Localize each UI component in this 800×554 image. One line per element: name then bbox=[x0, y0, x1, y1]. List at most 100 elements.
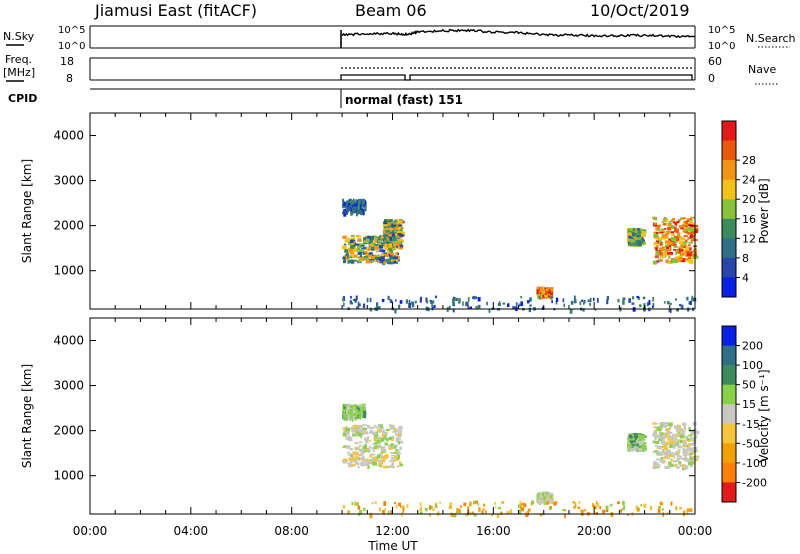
ytick-label: 2000 bbox=[53, 219, 84, 233]
data-cell bbox=[684, 455, 687, 459]
data-cell bbox=[594, 505, 597, 509]
data-cell bbox=[683, 440, 687, 442]
data-cell bbox=[342, 458, 347, 461]
data-cell bbox=[658, 505, 661, 509]
data-cell bbox=[382, 242, 387, 244]
data-cell bbox=[536, 493, 539, 499]
data-cell bbox=[385, 244, 388, 248]
data-cell bbox=[689, 508, 693, 512]
data-cell bbox=[583, 509, 587, 512]
data-cell bbox=[657, 508, 661, 513]
data-cell bbox=[352, 404, 355, 410]
data-cell bbox=[682, 241, 687, 245]
data-cell bbox=[500, 511, 503, 515]
date-label: 10/Oct/2019 bbox=[590, 1, 690, 20]
data-cell bbox=[523, 503, 527, 508]
data-cell bbox=[671, 225, 674, 230]
data-cell bbox=[655, 247, 658, 252]
data-cell bbox=[599, 506, 602, 509]
data-cell bbox=[666, 247, 672, 251]
data-cell bbox=[376, 440, 381, 444]
data-cell bbox=[377, 260, 381, 263]
data-cell bbox=[395, 240, 400, 245]
data-cell bbox=[679, 248, 684, 252]
data-cell bbox=[631, 434, 636, 437]
data-cell bbox=[376, 254, 380, 257]
data-cell bbox=[688, 453, 692, 456]
data-cell bbox=[383, 261, 387, 265]
data-cell bbox=[399, 461, 402, 465]
data-cell bbox=[360, 244, 365, 247]
data-cell bbox=[670, 463, 674, 467]
freq-tick-low: 8 bbox=[66, 72, 73, 85]
data-cell bbox=[690, 461, 694, 465]
data-cell bbox=[463, 502, 467, 506]
data-cell bbox=[359, 429, 363, 432]
data-cell bbox=[382, 224, 388, 227]
data-cell bbox=[638, 447, 643, 452]
data-cell bbox=[680, 243, 683, 246]
data-cell bbox=[456, 508, 460, 513]
data-cell bbox=[358, 252, 363, 255]
data-cell bbox=[368, 447, 371, 452]
data-cell bbox=[402, 505, 405, 511]
data-cell bbox=[400, 231, 405, 235]
data-cell bbox=[387, 261, 392, 265]
data-cell bbox=[636, 232, 640, 236]
data-cell bbox=[347, 510, 350, 515]
data-cell bbox=[658, 249, 662, 253]
data-cell bbox=[390, 510, 393, 514]
data-cell bbox=[383, 501, 387, 506]
data-cell bbox=[366, 458, 370, 462]
data-cell bbox=[659, 252, 663, 256]
data-cell bbox=[460, 505, 462, 508]
data-cell bbox=[652, 432, 657, 436]
data-cell bbox=[676, 220, 680, 224]
data-cell bbox=[449, 505, 453, 509]
data-cell bbox=[369, 297, 372, 303]
data-cell bbox=[692, 228, 695, 231]
data-cell bbox=[653, 216, 658, 221]
data-cell bbox=[469, 511, 472, 515]
data-cell bbox=[371, 431, 377, 436]
data-cell bbox=[357, 209, 361, 215]
data-cell bbox=[347, 435, 351, 438]
data-cell bbox=[384, 507, 386, 511]
data-cell bbox=[385, 259, 390, 263]
data-cell bbox=[346, 410, 349, 416]
data-cell bbox=[546, 287, 549, 292]
data-cell bbox=[678, 224, 684, 229]
data-cell bbox=[347, 247, 352, 250]
data-cell bbox=[546, 501, 549, 505]
data-cell bbox=[637, 229, 641, 234]
data-cell bbox=[673, 440, 678, 443]
data-cell bbox=[579, 301, 582, 306]
data-cell bbox=[665, 441, 671, 445]
data-cell bbox=[435, 502, 437, 507]
data-cell bbox=[371, 456, 375, 461]
data-cell bbox=[378, 509, 381, 511]
data-cell bbox=[656, 450, 659, 453]
data-cell bbox=[342, 427, 346, 430]
data-cell bbox=[398, 225, 403, 228]
data-cell bbox=[465, 513, 468, 517]
data-cell bbox=[380, 461, 384, 465]
data-cell bbox=[352, 255, 355, 259]
data-cell bbox=[357, 301, 360, 307]
data-cell bbox=[363, 200, 367, 204]
data-cell bbox=[355, 295, 358, 301]
data-cell bbox=[658, 438, 663, 441]
data-cell bbox=[528, 307, 531, 313]
data-cell bbox=[666, 428, 670, 433]
data-cell bbox=[515, 302, 518, 307]
data-cell bbox=[679, 464, 682, 467]
data-cell bbox=[439, 501, 442, 504]
data-cell bbox=[395, 437, 399, 441]
data-cell bbox=[676, 466, 680, 469]
data-cell bbox=[482, 508, 485, 511]
data-cell bbox=[679, 506, 682, 510]
data-cell bbox=[617, 501, 620, 505]
data-cell bbox=[384, 454, 389, 457]
data-cell bbox=[661, 508, 664, 511]
data-cell bbox=[419, 298, 422, 303]
